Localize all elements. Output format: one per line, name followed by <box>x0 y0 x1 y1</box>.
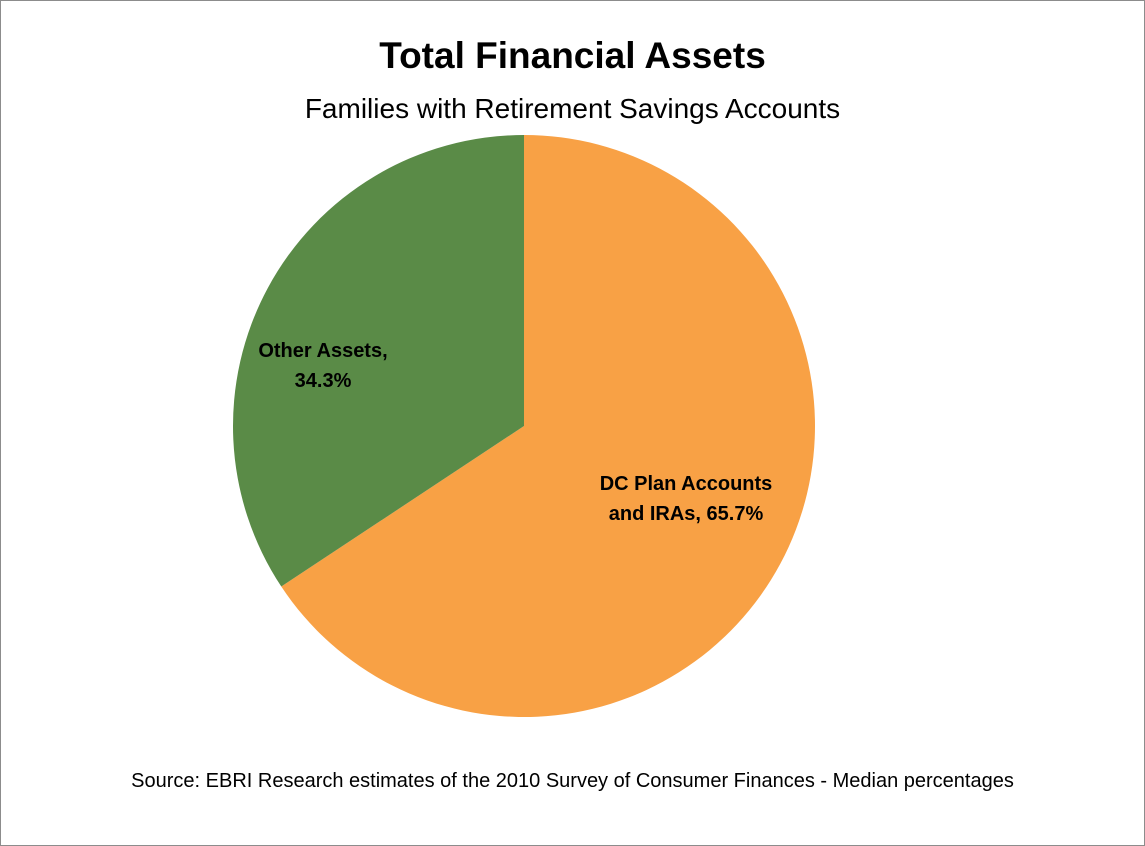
slice-label-line: Other Assets, <box>258 340 387 362</box>
slice-label-dc-plan-accounts-and-iras: DC Plan Accounts and IRAs, 65.7% <box>600 473 773 525</box>
pie-slices <box>232 134 815 718</box>
slice-label-line: 34.3% <box>295 370 352 392</box>
pie-slice-dc-plan-accounts-and-iras <box>281 135 815 718</box>
pie-labels: DC Plan Accounts and IRAs, 65.7% Other Ass… <box>258 340 772 525</box>
slice-label-line: DC Plan Accounts <box>600 473 773 495</box>
chart-source: Source: EBRI Research estimates of the 2… <box>131 770 1014 792</box>
pie-slice-other-assets <box>232 134 524 587</box>
slice-label-line: and IRAs, 65.7% <box>609 503 764 525</box>
slice-label-other-assets: Other Assets, 34.3% <box>258 340 387 392</box>
chart-title: Total Financial Assets <box>379 35 766 76</box>
chart-subtitle: Families with Retirement Savings Account… <box>304 93 841 124</box>
